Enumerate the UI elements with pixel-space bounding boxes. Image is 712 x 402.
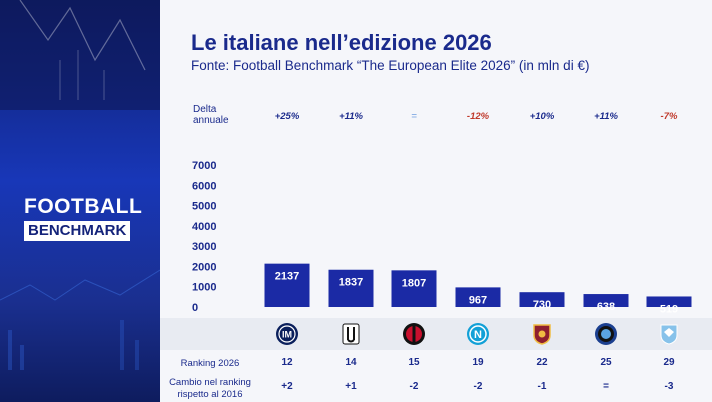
ranking-row-label: Ranking 2026	[180, 358, 240, 369]
club-logos-band	[160, 318, 712, 350]
brand-football-text: FOOTBALL	[24, 195, 143, 218]
bar-napoli	[455, 287, 501, 307]
bar-inter	[264, 263, 310, 307]
left-branding-panel: FOOTBALL BENCHMARK	[0, 0, 160, 402]
bar-chart: 0 1000 2000 3000 4000 5000 6000 7000 Deltaannual…	[192, 104, 692, 315]
bar-lazio	[646, 296, 692, 307]
chart-panel: Le italiane nell’edizione 2026 Fonte: Fo…	[160, 0, 712, 402]
delta-value: +10%	[530, 111, 555, 122]
juventus-crest-icon	[339, 322, 363, 346]
background-decoration	[0, 0, 160, 370]
football-benchmark-logo: FOOTBALL BENCHMARK	[24, 195, 142, 241]
delta-value: =	[411, 111, 417, 122]
delta-value: +11%	[594, 111, 618, 122]
ranking-value: 25	[600, 357, 612, 368]
ranking-change-value: -1	[537, 381, 547, 392]
brand-benchmark-text: BENCHMARK	[24, 221, 131, 241]
bar-value-label: 638	[597, 301, 615, 313]
y-tick-label: 1000	[192, 282, 216, 294]
bar-value-label: 967	[469, 294, 487, 306]
ranking-change-label-line1: Cambio nel ranking	[169, 377, 251, 388]
delta-value: +11%	[339, 111, 363, 122]
bar-juventus	[328, 269, 374, 307]
inter-crest-icon: IM	[275, 322, 299, 346]
ranking-change-value: -2	[473, 381, 483, 392]
bar-roma	[519, 292, 565, 307]
chart-subtitle: Fonte: Football Benchmark “The European …	[191, 58, 590, 73]
bar-value-label: 2137	[275, 271, 299, 283]
y-tick-label: 2000	[192, 261, 216, 273]
svg-text:N: N	[474, 329, 482, 341]
y-tick-label: 7000	[192, 160, 216, 172]
ranking-value: 19	[472, 357, 484, 368]
delta-value: -12%	[467, 111, 490, 122]
y-tick-label: 4000	[192, 221, 216, 233]
ranking-value: 29	[663, 357, 675, 368]
y-tick-label: 3000	[192, 241, 216, 253]
delta-axis-label: annuale	[193, 115, 229, 126]
y-tick-label: 6000	[192, 180, 216, 192]
delta-value: -7%	[661, 111, 678, 122]
ranking-change-label-line2: rispetto al 2016	[177, 389, 243, 400]
lazio-crest-icon	[657, 322, 681, 346]
bar-value-label: 730	[533, 299, 551, 311]
milan-crest-icon	[402, 322, 426, 346]
y-tick-label: 0	[192, 302, 198, 314]
ranking-value: 15	[408, 357, 420, 368]
ranking-change-value: +1	[345, 381, 357, 392]
delta-value: +25%	[275, 111, 300, 122]
ranking-value: 12	[281, 357, 293, 368]
bar-atalanta	[583, 294, 629, 307]
bar-value-label: 1807	[402, 277, 426, 289]
delta-axis-label: Delta	[193, 104, 217, 115]
bar-value-label: 1837	[339, 277, 363, 289]
chart-title: Le italiane nell’edizione 2026	[191, 30, 492, 55]
napoli-crest-icon: N	[466, 322, 490, 346]
ranking-change-value: =	[603, 381, 609, 392]
ranking-change-value: -2	[409, 381, 419, 392]
atalanta-crest-icon	[594, 322, 618, 346]
roma-crest-icon	[530, 322, 554, 346]
ranking-change-value: -3	[664, 381, 674, 392]
y-tick-label: 5000	[192, 201, 216, 213]
bar-value-label: 519	[660, 303, 678, 315]
svg-text:IM: IM	[282, 330, 292, 340]
ranking-change-value: +2	[281, 381, 293, 392]
bar-milan	[391, 270, 437, 307]
ranking-value: 14	[345, 357, 357, 368]
ranking-value: 22	[536, 357, 548, 368]
